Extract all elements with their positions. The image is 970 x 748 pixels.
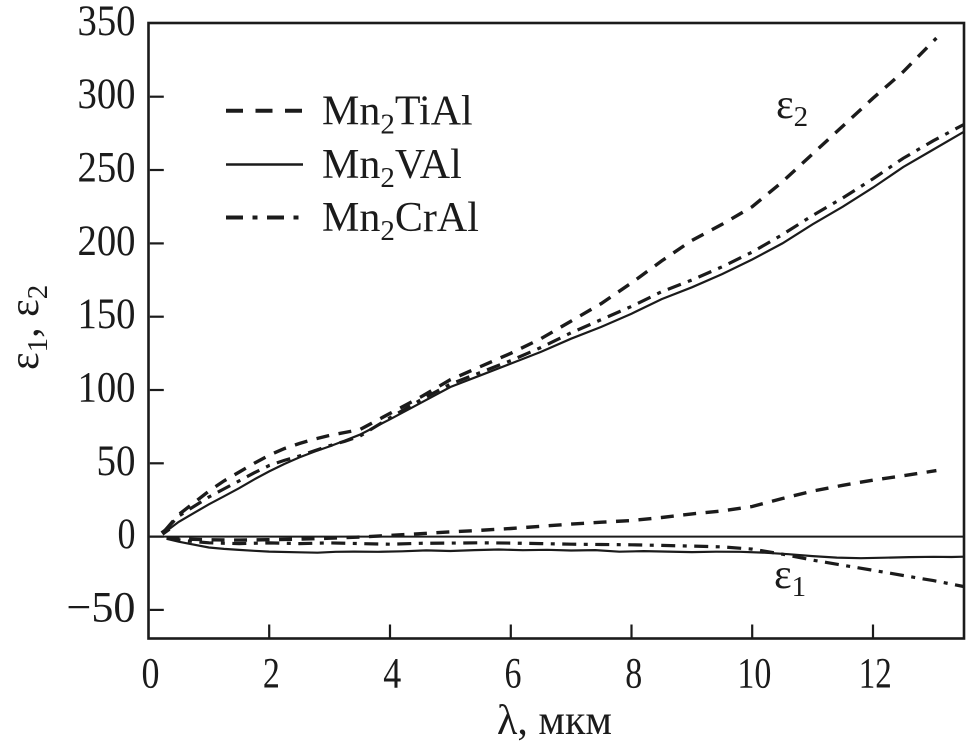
svg-text:50: 50 (97, 438, 136, 485)
svg-text:200: 200 (78, 218, 136, 265)
svg-text:12: 12 (859, 651, 892, 698)
svg-text:0: 0 (142, 651, 160, 698)
svg-text:300: 300 (78, 71, 136, 118)
svg-text:ε1, ε2: ε1, ε2 (2, 285, 54, 370)
svg-text:250: 250 (78, 145, 136, 192)
svg-text:100: 100 (78, 365, 136, 412)
svg-text:8: 8 (625, 651, 642, 698)
svg-text:Mn2TiAl: Mn2TiAl (322, 89, 473, 141)
svg-text:4: 4 (383, 651, 401, 698)
svg-text:λ, мкм: λ, мкм (497, 698, 612, 744)
svg-text:6: 6 (505, 651, 522, 698)
svg-text:ε2: ε2 (776, 82, 808, 133)
svg-text:150: 150 (78, 291, 136, 338)
svg-text:10: 10 (737, 651, 771, 698)
svg-text:Mn2CrAl: Mn2CrAl (322, 195, 479, 247)
svg-text:350: 350 (78, 0, 136, 45)
svg-text:0: 0 (118, 511, 136, 558)
svg-text:−50: −50 (67, 584, 136, 631)
svg-text:2: 2 (263, 651, 280, 698)
